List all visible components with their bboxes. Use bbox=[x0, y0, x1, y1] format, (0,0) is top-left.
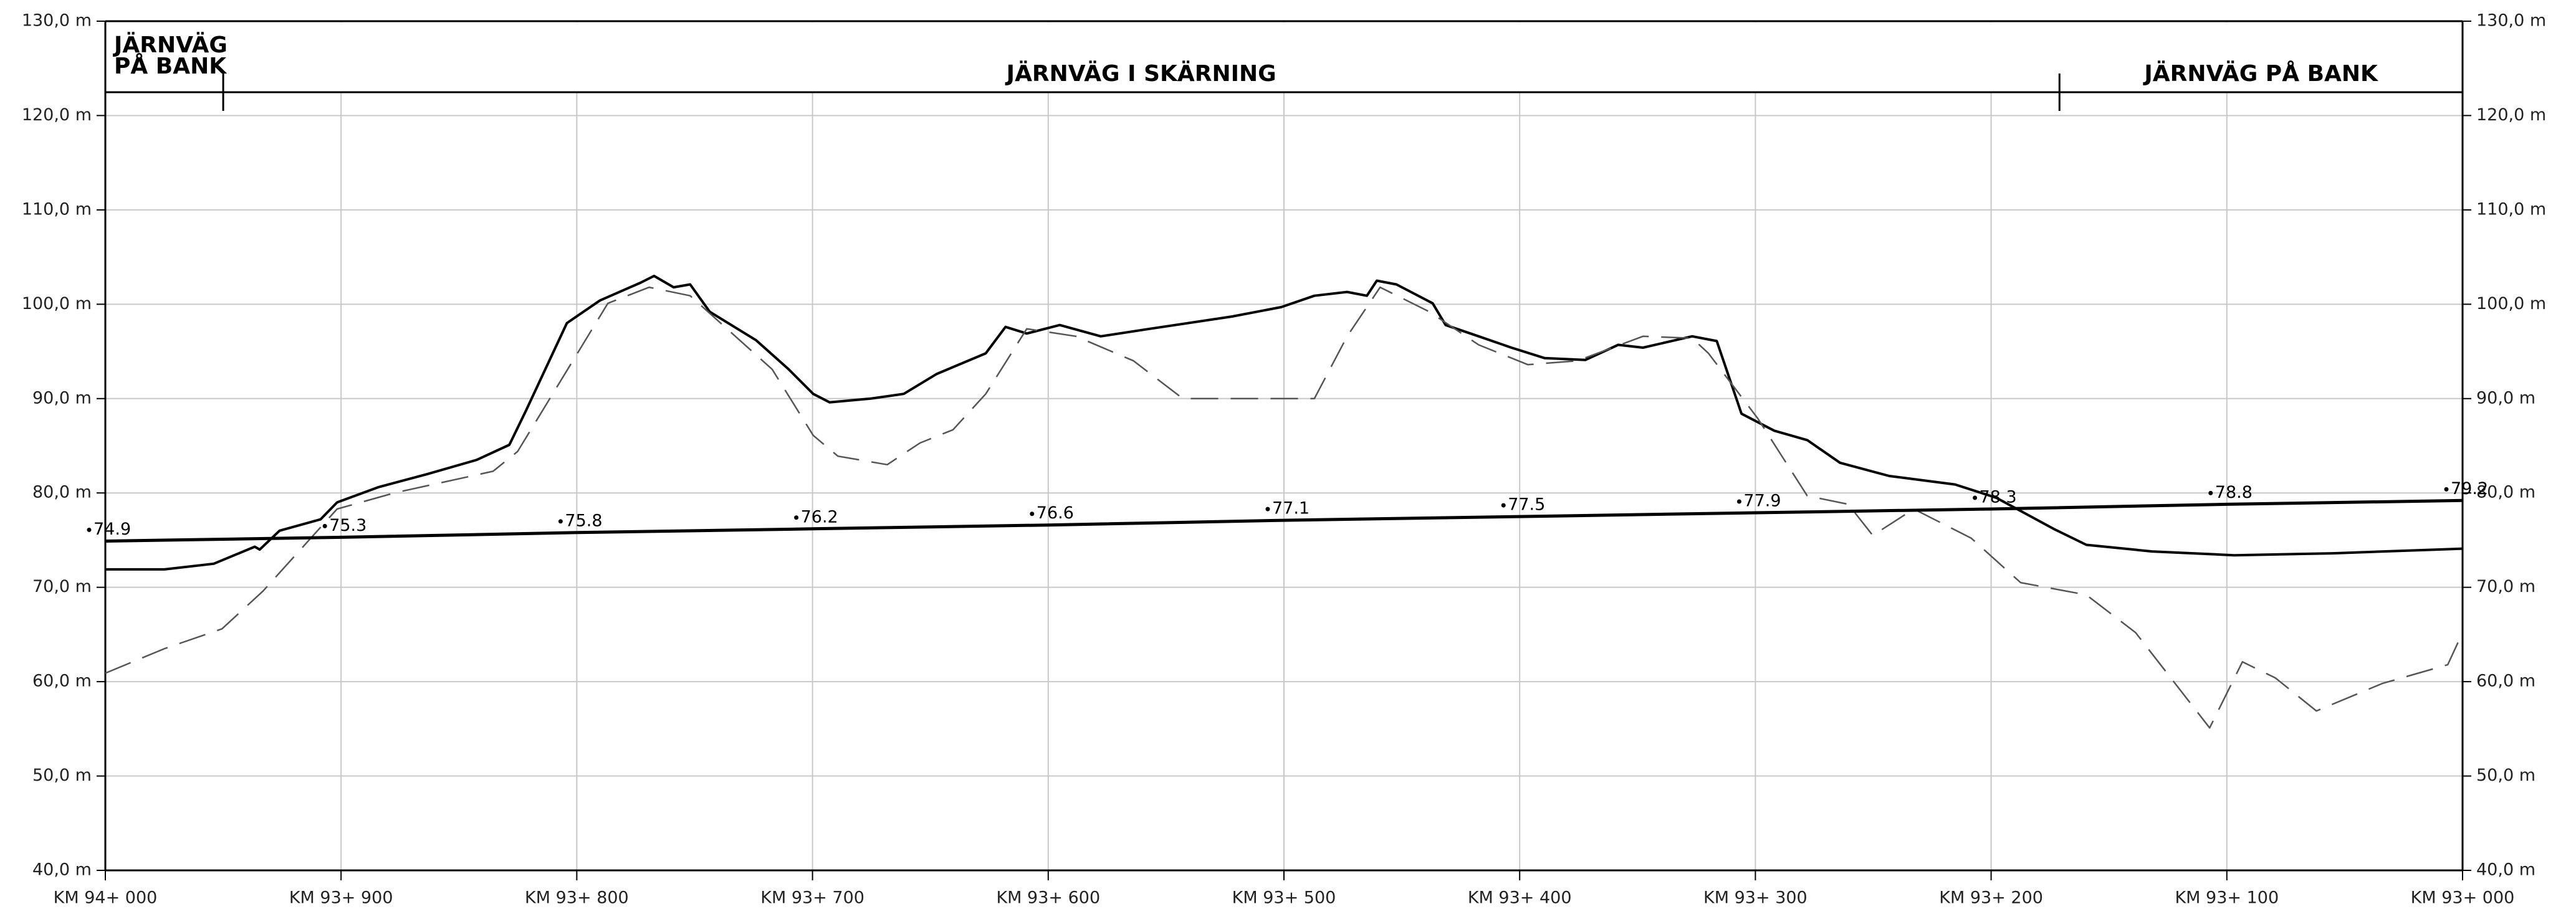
y-tick-label: 120,0 m bbox=[22, 105, 92, 125]
y-tick-label: 60,0 m bbox=[32, 672, 92, 691]
x-tick-label: KM 93+ 200 bbox=[1939, 888, 2043, 908]
grade-label: 74.9 bbox=[93, 520, 131, 539]
grade-label: 75.8 bbox=[565, 511, 602, 530]
grade-point bbox=[794, 515, 799, 520]
x-tick-label: KM 93+ 700 bbox=[760, 888, 864, 908]
y2-tick-label: 80,0 m bbox=[2476, 483, 2535, 502]
grade-label: 78.8 bbox=[2215, 483, 2253, 502]
grade-point bbox=[2444, 487, 2449, 492]
y-tick-label: 90,0 m bbox=[32, 388, 92, 407]
x-tick-label: KM 93+ 300 bbox=[1703, 888, 1808, 908]
grade-point bbox=[1501, 503, 1506, 508]
grade-point bbox=[87, 527, 92, 532]
x-tick-label: KM 93+ 100 bbox=[2175, 888, 2279, 908]
y2-tick-label: 40,0 m bbox=[2476, 860, 2535, 880]
grade-point bbox=[1030, 512, 1035, 516]
grade-point bbox=[322, 523, 327, 528]
y2-tick-label: 110,0 m bbox=[2476, 199, 2546, 219]
y2-tick-label: 120,0 m bbox=[2476, 105, 2546, 125]
section-label: JÄRNVÄG I SKÄRNING bbox=[1005, 60, 1276, 87]
section-label: PÅ BANK bbox=[114, 53, 227, 79]
x-tick-label: KM 93+ 000 bbox=[2411, 888, 2515, 908]
grade-point bbox=[2208, 490, 2213, 495]
dashed-line bbox=[105, 286, 2464, 729]
x-tick-label: KM 94+ 000 bbox=[54, 888, 158, 908]
y-tick-label: 110,0 m bbox=[22, 199, 92, 219]
section-band-bg bbox=[107, 22, 2461, 92]
y-tick-label: 80,0 m bbox=[32, 483, 92, 502]
grade-label: 75.3 bbox=[329, 516, 366, 535]
x-tick-label: KM 93+ 900 bbox=[289, 888, 393, 908]
y2-tick-label: 100,0 m bbox=[2476, 294, 2546, 313]
x-tick-label: KM 93+ 500 bbox=[1232, 888, 1336, 908]
x-tick-label: KM 93+ 600 bbox=[996, 888, 1100, 908]
y-tick-label: 50,0 m bbox=[32, 766, 92, 785]
grade-label: 77.5 bbox=[1508, 495, 1545, 515]
section-label: JÄRNVÄG bbox=[112, 32, 227, 58]
y2-tick-label: 90,0 m bbox=[2476, 388, 2535, 407]
y-tick-label: 130,0 m bbox=[22, 11, 92, 31]
grade-label: 76.6 bbox=[1037, 503, 1074, 523]
grade-point bbox=[1265, 507, 1270, 512]
y2-tick-label: 60,0 m bbox=[2476, 672, 2535, 691]
grade-label: 77.9 bbox=[1743, 492, 1781, 511]
grade-line bbox=[105, 498, 2463, 543]
grade-label: 79.2 bbox=[2451, 479, 2488, 498]
grade-point bbox=[1973, 495, 1978, 500]
grade-label: 77.1 bbox=[1272, 499, 1310, 518]
y-tick-label: 40,0 m bbox=[32, 860, 92, 880]
y-tick-label: 100,0 m bbox=[22, 294, 92, 313]
y2-tick-label: 50,0 m bbox=[2476, 766, 2535, 785]
grade-label: 76.2 bbox=[801, 507, 838, 526]
y2-tick-label: 130,0 m bbox=[2476, 11, 2546, 31]
y2-tick-label: 70,0 m bbox=[2476, 577, 2535, 596]
solid-line bbox=[105, 274, 2463, 571]
x-tick-label: KM 93+ 800 bbox=[525, 888, 629, 908]
x-tick-label: KM 93+ 400 bbox=[1468, 888, 1572, 908]
grade-label: 78.3 bbox=[1980, 487, 2017, 507]
grade-point bbox=[558, 519, 563, 524]
section-label: JÄRNVÄG PÅ BANK bbox=[2142, 60, 2378, 87]
grade-point bbox=[1736, 499, 1741, 504]
y-tick-label: 70,0 m bbox=[32, 577, 92, 596]
